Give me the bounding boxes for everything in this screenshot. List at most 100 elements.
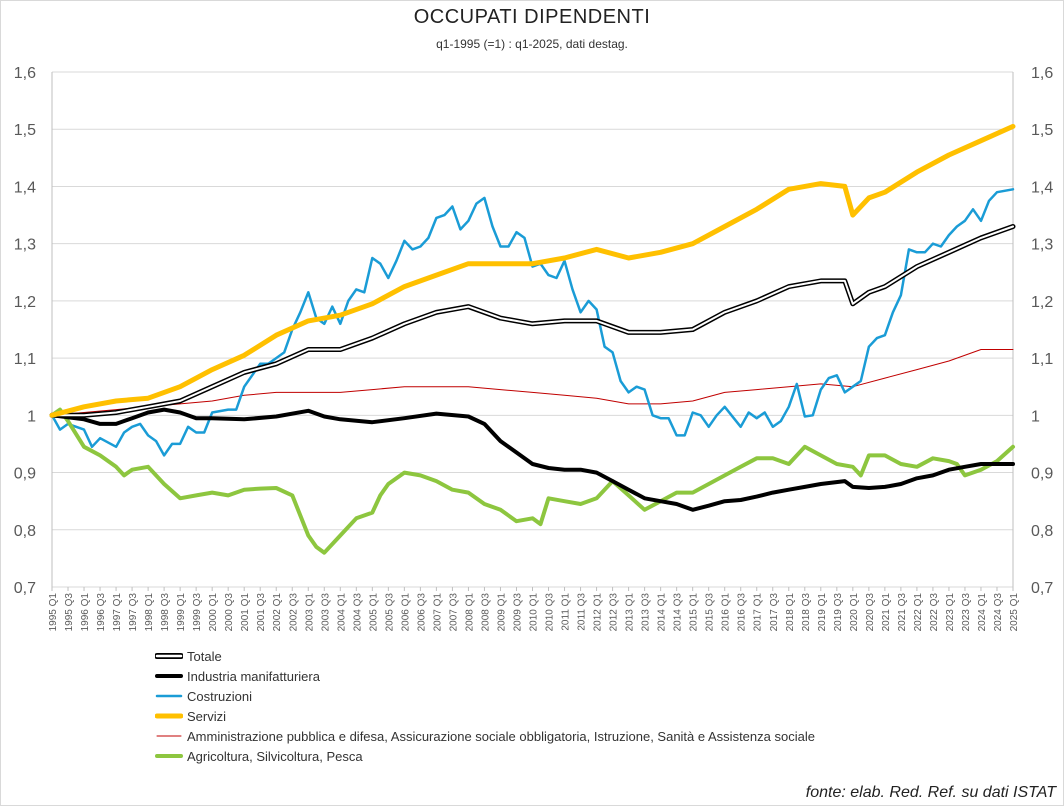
chart-legend: Totale Industria manifatturiera Costruzion…: [155, 646, 815, 766]
x-tick-label: 2013 Q1: [625, 593, 636, 632]
y-tick-label-left: 0,8: [14, 523, 36, 540]
y-tick-label-right: 1,6: [1031, 65, 1053, 82]
x-tick-label: 2006 Q3: [416, 593, 427, 632]
x-tick-label: 2019 Q3: [833, 593, 844, 632]
x-tick-label: 2006 Q1: [400, 593, 411, 632]
x-tick-label: 2020 Q1: [849, 593, 860, 632]
x-tick-label: 2018 Q3: [801, 593, 812, 632]
x-tick-label: 2012 Q1: [593, 593, 604, 632]
y-tick-label-right: 1,2: [1031, 294, 1053, 311]
legend-swatch: [155, 674, 183, 678]
y-tick-label-left: 1,6: [14, 65, 36, 82]
x-tick-label: 2010 Q1: [529, 593, 540, 632]
x-tick-label: 2021 Q3: [897, 593, 908, 632]
legend-label: Costruzioni: [187, 688, 253, 704]
x-tick-label: 1997 Q1: [112, 593, 123, 632]
y-tick-label-right: 1: [1031, 408, 1040, 425]
legend-swatch: [155, 653, 183, 659]
x-tick-label: 2014 Q3: [673, 593, 684, 632]
x-tick-label: 2022 Q1: [913, 593, 924, 632]
series-line-5: [50, 407, 1015, 555]
x-tick-label: 2003 Q3: [320, 593, 331, 632]
legend-label: Totale: [187, 648, 222, 664]
x-tick-label: 2023 Q3: [961, 593, 972, 632]
x-tick-label: 2020 Q3: [865, 593, 876, 632]
x-tick-label: 1999 Q3: [192, 593, 203, 632]
x-tick-label: 1995 Q3: [64, 593, 75, 632]
x-tick-label: 2017 Q3: [769, 593, 780, 632]
x-tick-label: 1996 Q3: [96, 593, 107, 632]
y-tick-label-right: 0,9: [1031, 466, 1053, 483]
series-line-1: [50, 407, 1015, 512]
x-tick-label: 2015 Q3: [705, 593, 716, 632]
legend-item-4: Amministrazione pubblica e difesa, Assic…: [155, 726, 815, 746]
x-tick-label: 2009 Q3: [512, 593, 523, 632]
x-tick-label: 1996 Q1: [80, 593, 91, 632]
legend-swatch: [155, 694, 183, 698]
x-tick-label: 2008 Q1: [464, 593, 475, 632]
y-tick-label-left: 1,4: [14, 179, 36, 196]
legend-swatch: [155, 754, 183, 758]
x-tick-label: 2019 Q1: [817, 593, 828, 632]
y-tick-label-left: 1,5: [14, 122, 36, 139]
x-tick-label: 2004 Q3: [352, 593, 363, 632]
x-tick-label: 2009 Q1: [496, 593, 507, 632]
y-tick-label-right: 1,4: [1031, 179, 1053, 196]
chart-subtitle: q1-1995 (=1) : q1-2025, dati destag.: [436, 37, 628, 51]
x-tick-label: 2018 Q1: [785, 593, 796, 632]
x-tick-label: 2007 Q3: [448, 593, 459, 632]
x-tick-label: 2015 Q1: [689, 593, 700, 632]
x-tick-label: 2017 Q1: [753, 593, 764, 632]
x-tick-label: 2011 Q3: [577, 593, 588, 631]
x-tick-label: 2005 Q3: [384, 593, 395, 632]
legend-item-2: Costruzioni: [155, 686, 815, 706]
y-tick-label-left: 1,3: [14, 237, 36, 254]
x-tick-label: 2013 Q3: [641, 593, 652, 632]
y-tick-label-right: 1,3: [1031, 237, 1053, 254]
x-tick-label: 2025 Q1: [1009, 593, 1020, 632]
x-tick-label: 2001 Q3: [256, 593, 267, 632]
x-tick-label: 2002 Q1: [272, 593, 283, 632]
x-tick-label: 2021 Q1: [881, 593, 892, 632]
x-tick-label: 2024 Q1: [977, 593, 988, 632]
x-tick-label: 2004 Q1: [336, 593, 347, 632]
legend-item-1: Industria manifatturiera: [155, 666, 815, 686]
series-line-4: [51, 349, 1014, 416]
y-tick-label-left: 0,9: [14, 466, 36, 483]
y-tick-label-left: 1,2: [14, 294, 36, 311]
legend-swatch: [155, 713, 183, 719]
series-line-3: [49, 123, 1016, 418]
y-tick-label-left: 1: [27, 408, 36, 425]
x-tick-label: 2024 Q3: [993, 593, 1004, 632]
x-tick-label: 1999 Q1: [176, 593, 187, 632]
x-tick-label: 2011 Q1: [561, 593, 572, 631]
x-tick-label: 2014 Q1: [657, 593, 668, 632]
x-tick-label: 2002 Q3: [288, 593, 299, 632]
x-tick-label: 1997 Q3: [128, 593, 139, 632]
x-tick-label: 1998 Q1: [144, 593, 155, 632]
x-tick-label: 2005 Q1: [368, 593, 379, 632]
y-tick-label-left: 0,7: [14, 580, 36, 597]
x-tick-label: 2010 Q3: [545, 593, 556, 632]
y-tick-label-left: 1,1: [14, 351, 36, 368]
x-tick-label: 2016 Q1: [721, 593, 732, 632]
chart-title: OCCUPATI DIPENDENTI: [413, 6, 651, 28]
x-tick-label: 2001 Q1: [240, 593, 251, 632]
legend-item-5: Agricoltura, Silvicoltura, Pesca: [155, 746, 815, 766]
series-line-0: [51, 225, 1014, 417]
x-tick-label: 2022 Q3: [929, 593, 940, 632]
series-line-0-outline: [49, 224, 1016, 418]
x-tick-label: 2000 Q1: [208, 593, 219, 632]
y-tick-label-right: 1,1: [1031, 351, 1053, 368]
legend-label: Amministrazione pubblica e difesa, Assic…: [187, 728, 815, 744]
x-tick-label: 2000 Q3: [224, 593, 235, 632]
x-tick-label: 2008 Q3: [480, 593, 491, 632]
y-tick-label-right: 0,7: [1031, 580, 1053, 597]
x-tick-label: 2023 Q1: [945, 593, 956, 632]
legend-label: Servizi: [187, 708, 227, 724]
y-tick-label-right: 1,5: [1031, 122, 1053, 139]
x-tick-label: 2007 Q1: [432, 593, 443, 632]
x-tick-label: 1995 Q1: [48, 593, 59, 632]
